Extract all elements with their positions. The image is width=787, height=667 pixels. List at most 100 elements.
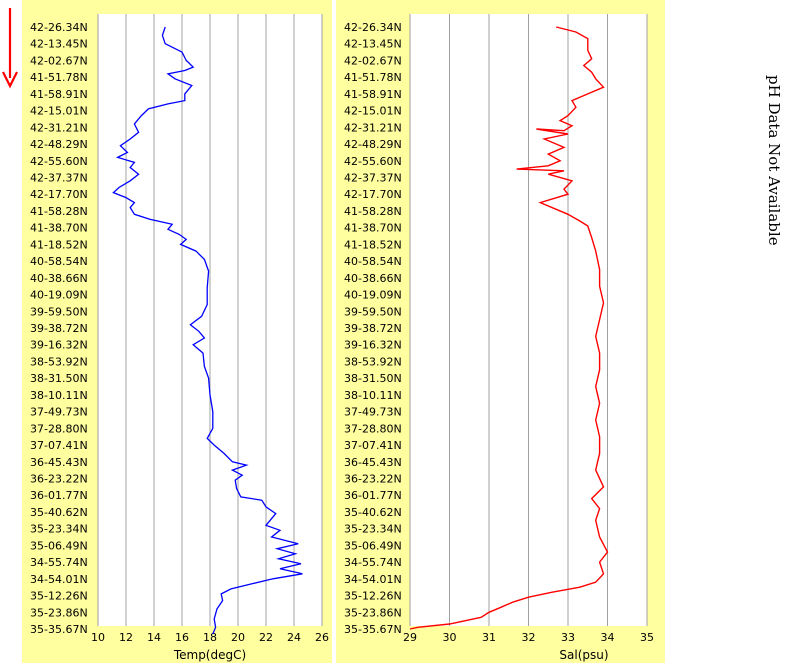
temp-lat-label: 42-48.29N [30, 138, 88, 151]
sal-gridlines [409, 14, 648, 626]
sal-lat-label: 39-59.50N [344, 305, 402, 318]
sal-lat-label: 42-31.21N [344, 121, 402, 134]
direction-arrow-icon [2, 8, 18, 89]
temp-lat-label: 40-19.09N [30, 289, 88, 302]
temp-lat-label: 35-12.26N [30, 590, 88, 603]
sal-lat-label: 36-45.43N [344, 456, 402, 469]
temp-x-tick-label: 10 [91, 631, 105, 644]
temp-x-tick-label: 16 [175, 631, 189, 644]
sal-lat-label: 41-58.28N [344, 205, 402, 218]
temp-lat-label: 36-45.43N [30, 456, 88, 469]
sal-lat-label: 35-40.62N [344, 506, 402, 519]
sal-x-tick-label: 33 [561, 631, 575, 644]
temp-lat-label: 42-37.37N [30, 172, 88, 185]
temp-x-tick-label: 26 [315, 631, 329, 644]
temp-x-tick-label: 18 [203, 631, 217, 644]
sal-lat-label: 42-48.29N [344, 138, 402, 151]
sal-lat-label: 37-49.73N [344, 406, 402, 419]
sal-lat-label: 42-13.45N [344, 38, 402, 51]
sal-lat-label: 35-12.26N [344, 590, 402, 603]
temp-lat-label: 42-15.01N [30, 105, 88, 118]
sal-lat-label: 41-58.91N [344, 88, 402, 101]
temp-lat-label: 37-49.73N [30, 406, 88, 419]
temp-lat-label: 38-10.11N [30, 389, 88, 402]
sal-lat-labels: 42-26.34N 42-13.45N 42-02.67N 41-51.78N 41-5… [344, 21, 402, 636]
temp-lat-label: 41-38.70N [30, 222, 88, 235]
sal-lat-label: 40-38.66N [344, 272, 402, 285]
sal-series-line [409, 26, 609, 630]
temp-lat-label: 35-23.34N [30, 523, 88, 536]
temp-x-tick-label: 12 [119, 631, 133, 644]
sal-lat-label: 41-38.70N [344, 222, 402, 235]
temp-x-tick-label: 24 [287, 631, 301, 644]
temp-x-axis-label: Temp(degC) [173, 648, 246, 662]
temp-lat-label: 35-06.49N [30, 539, 88, 552]
sal-lat-label: 35-23.34N [344, 523, 402, 536]
temp-lat-label: 39-16.32N [30, 339, 88, 352]
temp-lat-label: 39-38.72N [30, 322, 88, 335]
temp-lat-label: 42-55.60N [30, 155, 88, 168]
temp-lat-label: 42-31.21N [30, 121, 88, 134]
sal-x-tick-label: 35 [640, 631, 654, 644]
temp-series-line [112, 26, 303, 635]
sal-lat-label: 37-28.80N [344, 422, 402, 435]
temp-x-tick-label: 20 [231, 631, 245, 644]
temp-x-tick-label: 22 [259, 631, 273, 644]
temp-lat-label: 35-23.86N [30, 606, 88, 619]
sal-x-tick-label: 31 [482, 631, 496, 644]
temp-lat-label: 40-38.66N [30, 272, 88, 285]
temp-lat-label: 34-55.74N [30, 556, 88, 569]
temp-x-tick-label: 14 [147, 631, 161, 644]
sal-lat-label: 36-01.77N [344, 489, 402, 502]
sal-lat-label: 42-02.67N [344, 54, 402, 67]
temp-gridlines [97, 14, 323, 626]
sal-x-tick-label: 30 [443, 631, 457, 644]
sal-lat-label: 42-55.60N [344, 155, 402, 168]
temp-lat-label: 41-51.78N [30, 71, 88, 84]
temp-lat-label: 34-54.01N [30, 573, 88, 586]
sal-lat-label: 42-37.37N [344, 172, 402, 185]
temp-lat-label: 35-35.67N [30, 623, 88, 636]
temp-lat-label: 42-17.70N [30, 188, 88, 201]
temp-lat-label: 35-40.62N [30, 506, 88, 519]
sal-lat-label: 34-54.01N [344, 573, 402, 586]
sal-lat-label: 34-55.74N [344, 556, 402, 569]
sal-x-axis-label: Sal(psu) [559, 648, 608, 662]
sal-lat-label: 35-35.67N [344, 623, 402, 636]
sal-lat-label: 40-19.09N [344, 289, 402, 302]
temp-lat-label: 40-58.54N [30, 255, 88, 268]
temp-lat-label: 38-53.92N [30, 355, 88, 368]
temp-x-tick-labels: 10 12 14 16 18 20 22 24 26 [91, 631, 329, 644]
temp-lat-label: 42-02.67N [30, 54, 88, 67]
sal-lat-label: 42-26.34N [344, 21, 402, 34]
temp-lat-label: 41-58.91N [30, 88, 88, 101]
sal-lat-label: 40-58.54N [344, 255, 402, 268]
sal-lat-label: 39-38.72N [344, 322, 402, 335]
sal-x-tick-label: 29 [403, 631, 417, 644]
temp-lat-label: 42-26.34N [30, 21, 88, 34]
temp-lat-label: 37-28.80N [30, 422, 88, 435]
sal-lat-label: 35-06.49N [344, 539, 402, 552]
temp-lat-label: 41-18.52N [30, 238, 88, 251]
sal-x-tick-label: 34 [601, 631, 615, 644]
sal-lat-label: 37-07.41N [344, 439, 402, 452]
sal-lat-label: 35-23.86N [344, 606, 402, 619]
sal-lat-label: 41-51.78N [344, 71, 402, 84]
temp-lat-label: 41-58.28N [30, 205, 88, 218]
sal-lat-label: 39-16.32N [344, 339, 402, 352]
temp-lat-label: 39-59.50N [30, 305, 88, 318]
sal-lat-label: 38-53.92N [344, 355, 402, 368]
temp-lat-labels: 42-26.34N 42-13.45N 42-02.67N 41-51.78N 41-5… [30, 21, 88, 636]
sal-lat-label: 42-17.70N [344, 188, 402, 201]
sal-lat-label: 41-18.52N [344, 238, 402, 251]
temp-lat-label: 37-07.41N [30, 439, 88, 452]
sal-lat-label: 36-23.22N [344, 473, 402, 486]
sal-x-tick-label: 32 [522, 631, 536, 644]
sal-lat-label: 38-31.50N [344, 372, 402, 385]
sal-lat-label: 38-10.11N [344, 389, 402, 402]
sal-x-tick-labels: 29 30 31 32 33 34 35 [403, 631, 654, 644]
temp-lat-label: 36-23.22N [30, 473, 88, 486]
ph-unavailable-note: pH Data Not Available [765, 75, 783, 246]
temp-lat-label: 36-01.77N [30, 489, 88, 502]
